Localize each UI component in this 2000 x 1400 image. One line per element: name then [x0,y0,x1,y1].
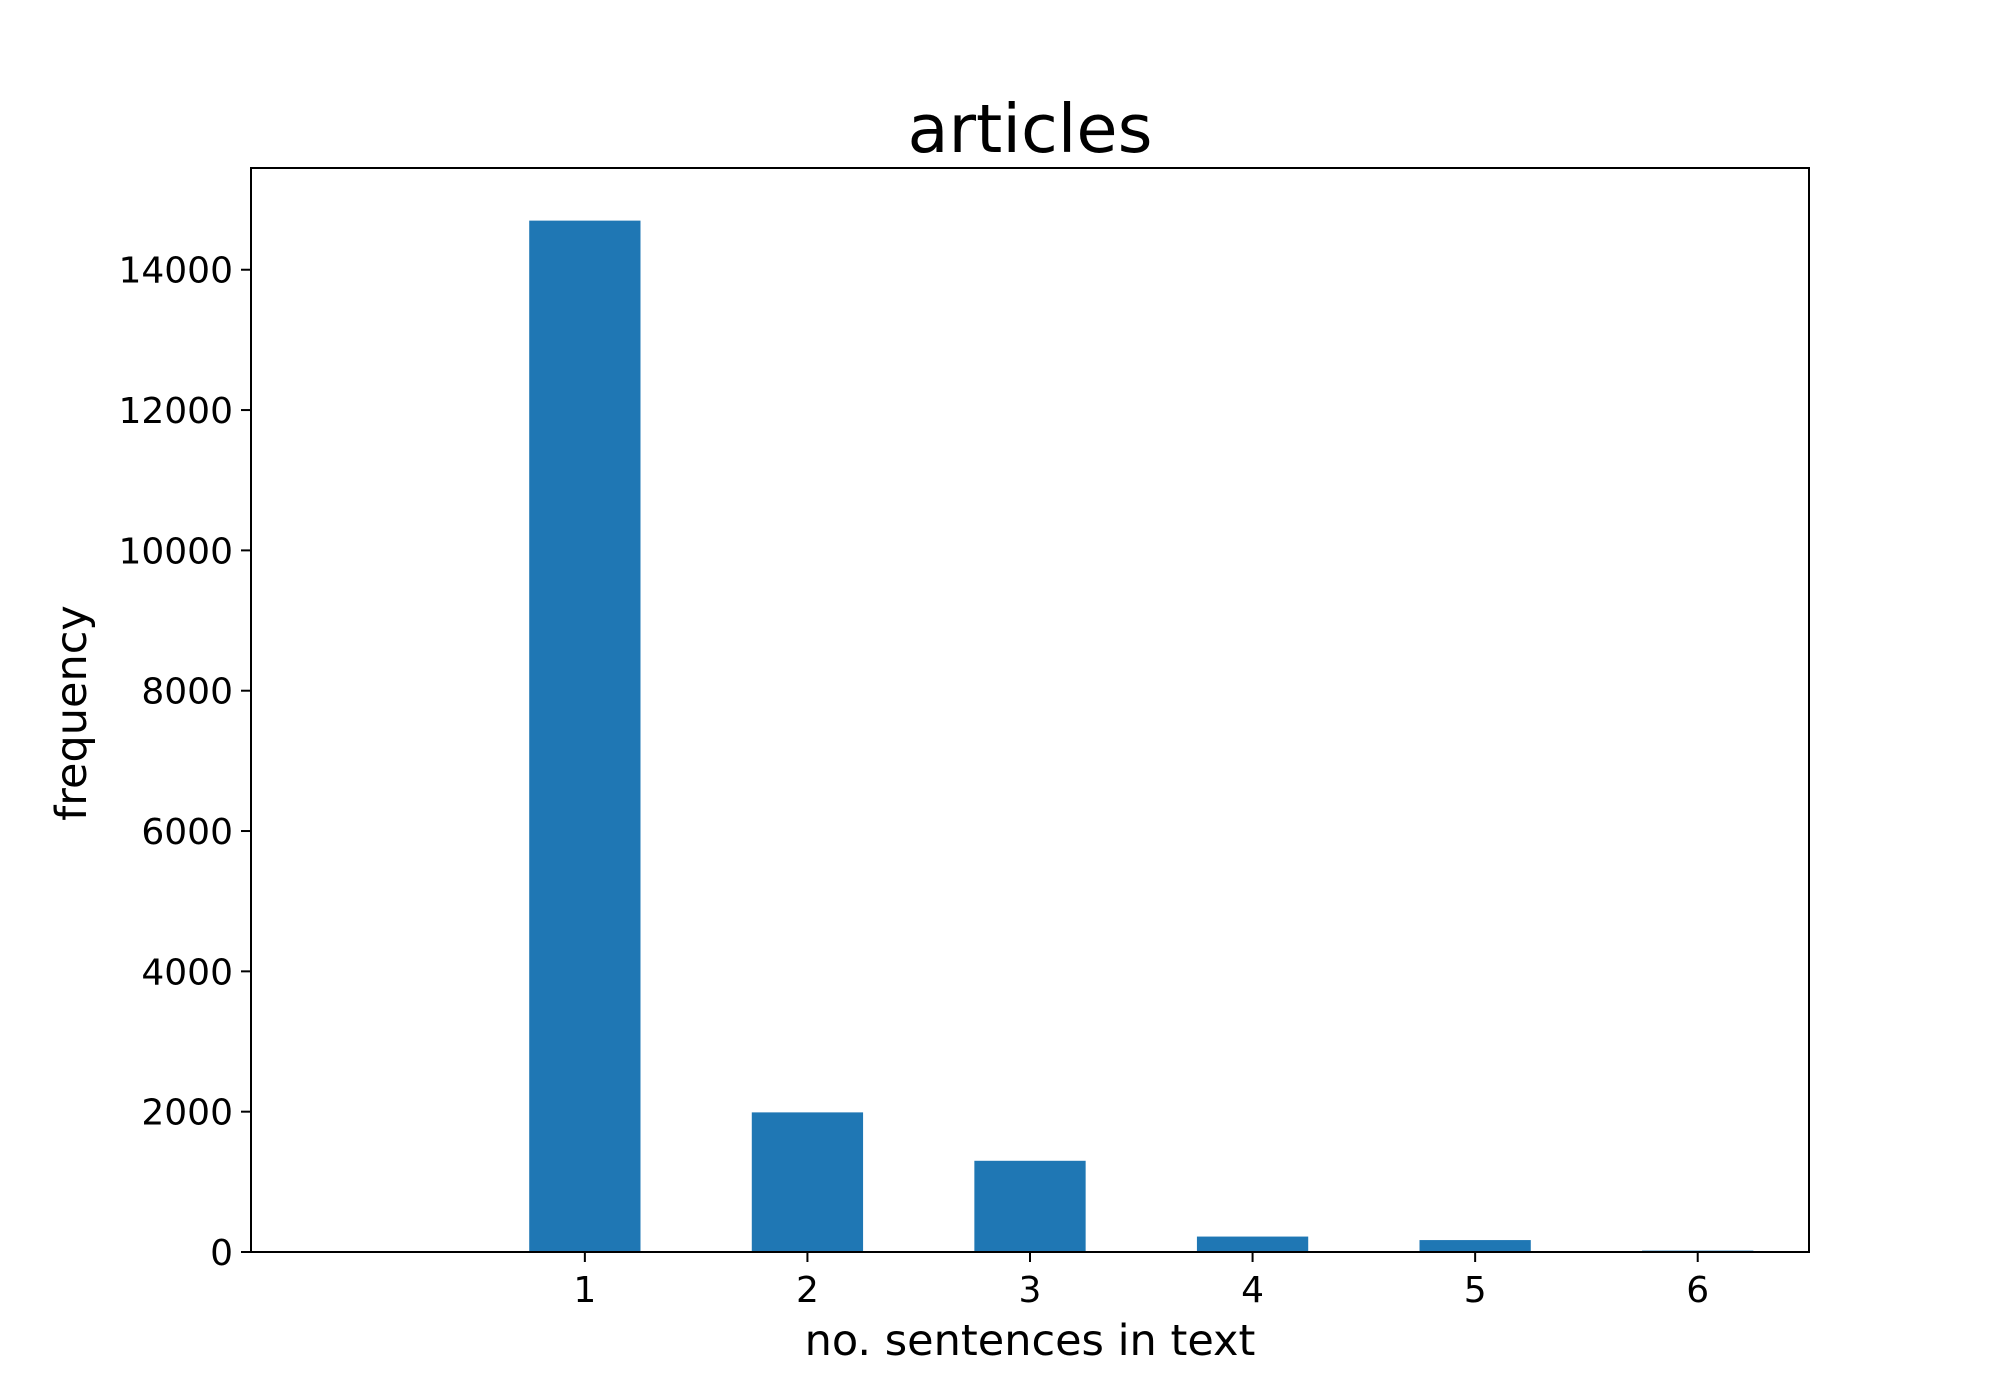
bar-2 [751,1112,864,1252]
x-axis-label: no. sentences in text [805,1316,1256,1366]
y-tick-label: 10000 [118,531,233,572]
x-tick-label: 1 [573,1270,596,1311]
bar-5 [1419,1240,1531,1252]
y-ticks-group: 0 2000 4000 6000 8000 10000 12000 14000 [118,251,251,1274]
x-tick-label: 4 [1241,1270,1264,1311]
y-tick-label: 0 [210,1233,233,1274]
x-tick-label: 6 [1686,1270,1709,1311]
y-tick-label: 8000 [141,672,233,713]
y-tick-label: 12000 [118,391,233,432]
y-tick-label: 14000 [118,251,233,292]
bar-4 [1196,1236,1309,1252]
x-tick-label: 3 [1019,1270,1042,1311]
bar-3 [974,1160,1086,1252]
x-tick-label: 5 [1464,1270,1487,1311]
y-tick-label: 2000 [141,1093,233,1134]
bar-1 [529,220,641,1253]
x-tick-label: 2 [796,1270,819,1311]
y-tick-label: 4000 [141,952,233,993]
chart-title: articles [907,90,1152,168]
y-tick-label: 6000 [141,812,233,853]
plot-frame [250,167,1810,1253]
bars-group [529,220,1754,1253]
y-axis-label: frequency [47,605,97,821]
x-ticks-group: 1 2 3 4 5 6 [573,1252,1709,1311]
